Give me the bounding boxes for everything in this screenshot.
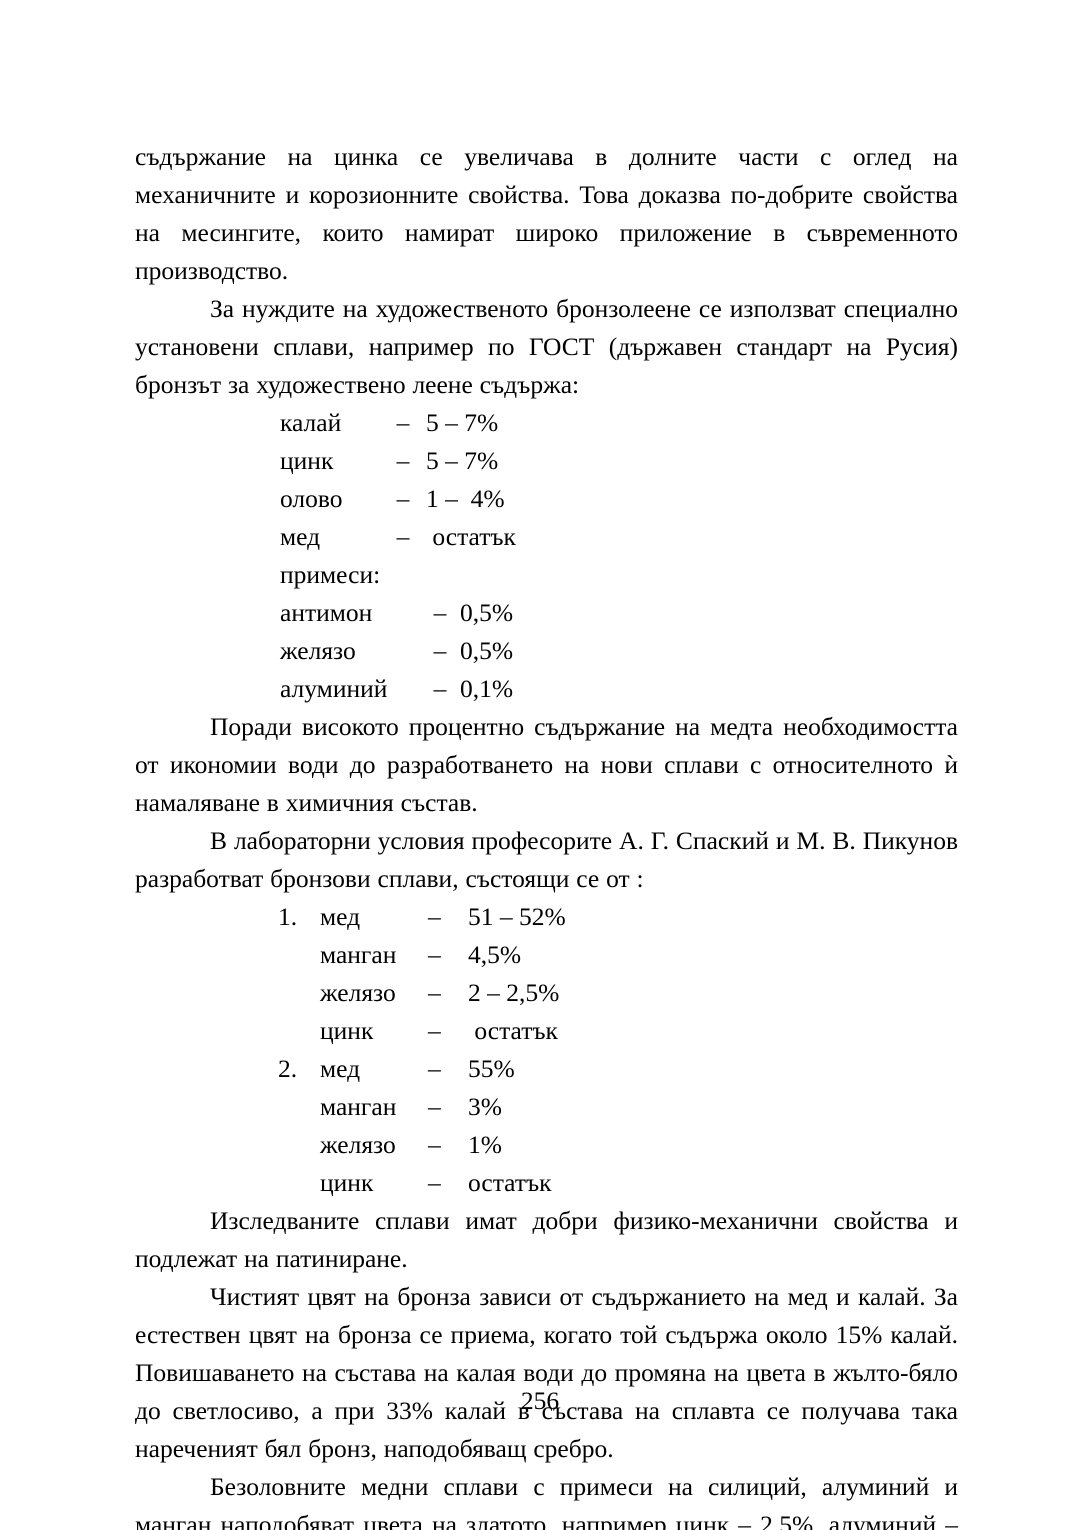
component-value: 2 – 2,5% [468, 978, 560, 1007]
paragraph-2: За нуждите на художественото бронзолеене… [135, 294, 958, 399]
dash-separator: – [428, 1054, 441, 1083]
component-value: 5 – 7% [426, 408, 499, 437]
component-value: 0,5% [460, 636, 514, 665]
list-item: цинк – 5 – 7% [280, 442, 958, 480]
component-value: остатък [468, 1168, 552, 1197]
paragraph-3: Поради високото процентно съдържание на … [135, 712, 958, 817]
list-item: цинк – остатък [278, 1164, 958, 1202]
component-label: желязо [280, 636, 356, 665]
dash-separator: – [433, 674, 447, 703]
component-label: манган [320, 940, 397, 969]
paragraph-1: съдържание на цинка се увеличава в долни… [135, 142, 958, 285]
dash-separator: – [428, 1168, 441, 1197]
component-label: антимон [280, 598, 373, 627]
list-number: 1. [278, 902, 298, 931]
dash-separator: – [396, 484, 410, 513]
component-value: остатък [426, 522, 516, 551]
component-label: мед [320, 1054, 361, 1083]
page-number: 256 [520, 1386, 560, 1415]
component-value: 3% [468, 1092, 502, 1121]
paragraph-5: Изследваните сплави имат добри физико-ме… [135, 1206, 958, 1273]
component-label: мед [280, 522, 321, 551]
page-content: съдържание на цинка се увеличава в долни… [135, 138, 958, 1530]
component-value: 1 – 4% [426, 484, 505, 513]
component-value: 0,1% [460, 674, 514, 703]
dash-separator: – [428, 1130, 441, 1159]
dash-separator: – [396, 522, 410, 551]
component-label: манган [320, 1092, 397, 1121]
component-label: калай [280, 408, 342, 437]
dash-separator: – [433, 598, 447, 627]
component-value: 51 – 52% [468, 902, 566, 931]
paragraph-4: В лабораторни условия професорите А. Г. … [135, 826, 958, 893]
component-label: цинк [320, 1016, 374, 1045]
list-item: манган – 3% [278, 1088, 958, 1126]
component-value: 0,5% [460, 598, 514, 627]
list-item-heading: примеси: [280, 556, 958, 594]
component-value: 5 – 7% [426, 446, 499, 475]
dash-separator: – [428, 978, 441, 1007]
component-label: желязо [320, 1130, 396, 1159]
paragraph-6: Чистият цвят на бронза зависи от съдържа… [135, 1282, 958, 1463]
alloy-list-1: 1. мед – 51 – 52% манган – 4,5% желязо –… [278, 898, 958, 1050]
list-item: манган – 4,5% [278, 936, 958, 974]
list-item: алуминий – 0,1% [280, 670, 958, 708]
list-item: антимон – 0,5% [280, 594, 958, 632]
impurities-label: примеси: [280, 560, 381, 589]
component-label: цинк [280, 446, 334, 475]
list-item: 1. мед – 51 – 52% [278, 898, 958, 936]
alloy-list-2: 2. мед – 55% манган – 3% желязо – 1% цин… [278, 1050, 958, 1202]
component-value: 4,5% [468, 940, 522, 969]
list-item: желязо – 1% [278, 1126, 958, 1164]
list-item: желязо – 0,5% [280, 632, 958, 670]
component-value: 1% [468, 1130, 502, 1159]
component-value: 55% [468, 1054, 515, 1083]
dash-separator: – [428, 902, 441, 931]
dash-separator: – [428, 1016, 441, 1045]
list-item: мед – остатък [280, 518, 958, 556]
list-item: желязо – 2 – 2,5% [278, 974, 958, 1012]
paragraph-7: Безоловните медни сплави с примеси на си… [135, 1472, 958, 1530]
component-label: желязо [320, 978, 396, 1007]
dash-separator: – [428, 940, 441, 969]
dash-separator: – [396, 408, 410, 437]
list-item: 2. мед – 55% [278, 1050, 958, 1088]
component-value: остатък [468, 1016, 558, 1045]
dash-separator: – [428, 1092, 441, 1121]
list-number: 2. [278, 1054, 298, 1083]
component-label: алуминий [280, 674, 388, 703]
component-label: мед [320, 902, 361, 931]
dash-separator: – [396, 446, 410, 475]
list-item: цинк – остатък [278, 1012, 958, 1050]
list-item: калай – 5 – 7% [280, 404, 958, 442]
component-label: олово [280, 484, 343, 513]
list-item: олово – 1 – 4% [280, 480, 958, 518]
dash-separator: – [433, 636, 447, 665]
gost-composition-list: калай – 5 – 7% цинк – 5 – 7% олово – 1 –… [280, 404, 958, 708]
component-label: цинк [320, 1168, 374, 1197]
